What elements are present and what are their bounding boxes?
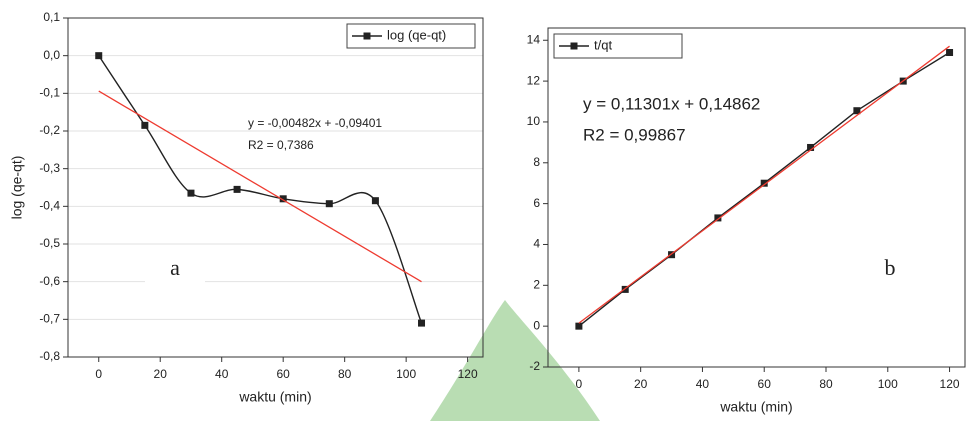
x-tick-label: 60 <box>758 377 772 391</box>
data-point <box>760 179 768 187</box>
x-tick-label: 100 <box>878 377 898 391</box>
legend-label: log (qe-qt) <box>387 27 446 42</box>
data-point <box>621 285 629 293</box>
data-point <box>714 214 722 222</box>
y-tick-label: -0,1 <box>39 86 60 100</box>
y-axis-label: log (qe-qt) <box>9 156 25 220</box>
y-tick-label: 12 <box>527 73 541 87</box>
data-point <box>279 195 287 203</box>
legend-label: t/qt <box>594 37 612 52</box>
y-tick-label: -0,7 <box>39 312 60 326</box>
watermark <box>430 300 600 421</box>
annotation: y = -0,00482x + -0,09401 <box>248 116 382 130</box>
x-tick-label: 20 <box>154 367 168 381</box>
data-point <box>187 189 195 197</box>
y-tick-label: 8 <box>533 155 540 169</box>
y-tick-label: 6 <box>533 196 540 210</box>
data-point <box>95 52 103 60</box>
x-axis-label: waktu (min) <box>719 399 792 415</box>
series-line <box>578 45 950 324</box>
annotation: R2 = 0,7386 <box>248 138 314 152</box>
x-tick-label: 40 <box>696 377 710 391</box>
data-point <box>233 185 241 193</box>
y-tick-label: -2 <box>529 359 540 373</box>
x-tick-label: 0 <box>95 367 102 381</box>
x-tick-label: 100 <box>396 367 416 381</box>
data-point <box>418 319 426 327</box>
y-tick-label: 2 <box>533 277 540 291</box>
y-tick-label: 14 <box>527 32 541 46</box>
y-tick-label: 10 <box>527 114 541 128</box>
data-point <box>946 49 954 57</box>
y-tick-label: -0,3 <box>39 161 60 175</box>
annotation: y = 0,11301x + 0,14862 <box>583 94 760 113</box>
x-tick-label: 120 <box>458 367 478 381</box>
data-point <box>807 143 815 151</box>
annotation: R2 = 0,99867 <box>583 125 686 144</box>
y-tick-label: 0 <box>533 318 540 332</box>
x-tick-label: 40 <box>215 367 229 381</box>
x-tick-label: 20 <box>634 377 648 391</box>
data-point <box>853 107 861 115</box>
panel-label-bg <box>860 248 920 292</box>
data-point <box>575 322 583 330</box>
y-tick-label: 0,0 <box>43 48 60 62</box>
data-point <box>371 197 379 205</box>
x-tick-label: 60 <box>277 367 291 381</box>
panel-label-bg <box>145 248 205 292</box>
x-tick-label: 120 <box>940 377 960 391</box>
y-tick-label: -0,8 <box>39 349 60 363</box>
x-tick-label: 80 <box>338 367 352 381</box>
series-line <box>98 90 422 283</box>
plot-frame <box>547 27 966 368</box>
y-tick-label: -0,2 <box>39 123 60 137</box>
data-point <box>141 121 149 129</box>
x-tick-label: 0 <box>576 377 583 391</box>
y-tick-label: 0,1 <box>43 10 60 24</box>
y-tick-label: -0,6 <box>39 274 60 288</box>
y-tick-label: -0,4 <box>39 199 60 213</box>
legend-marker <box>570 42 578 50</box>
plot-frame <box>67 17 484 358</box>
y-tick-label: 4 <box>533 237 540 251</box>
x-axis-label: waktu (min) <box>238 389 311 405</box>
legend-marker <box>363 32 371 40</box>
panel-label: b <box>885 255 896 280</box>
y-tick-label: -0,5 <box>39 236 60 250</box>
x-tick-label: 80 <box>819 377 833 391</box>
panel-label: a <box>170 255 180 280</box>
data-point <box>325 200 333 208</box>
